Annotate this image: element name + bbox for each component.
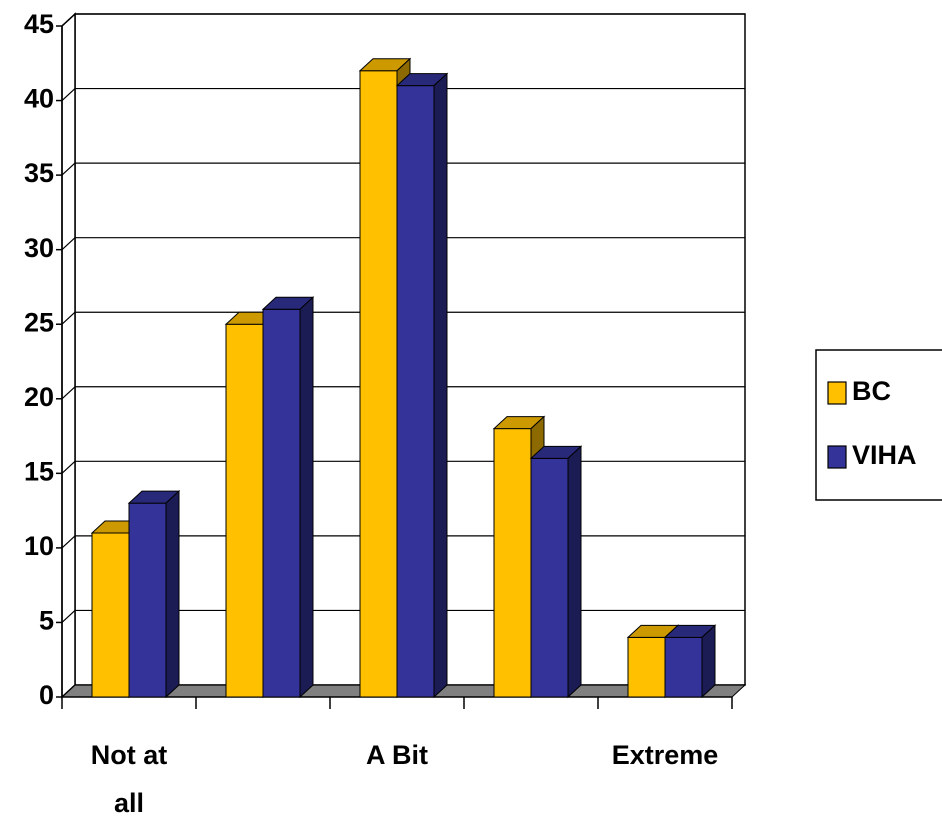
grid-line-side — [61, 610, 76, 623]
y-tick-label: 30 — [24, 233, 54, 263]
legend-swatch — [827, 381, 847, 405]
bar-front — [530, 457, 569, 698]
legend: BC VIHA — [815, 349, 942, 501]
legend-box — [815, 349, 942, 501]
bar-front — [225, 323, 264, 698]
bar-side — [299, 296, 314, 699]
side-wall — [61, 12, 76, 699]
bar-front — [262, 308, 301, 698]
bar-side — [433, 72, 448, 699]
grid-line-side — [61, 88, 76, 101]
y-tick-label: 5 — [39, 606, 54, 636]
bar-side — [701, 624, 716, 699]
grid-line-side — [61, 684, 76, 698]
grid-line-side — [61, 237, 76, 251]
bar-front — [664, 636, 703, 698]
bar-side — [165, 490, 180, 699]
y-tick-label: 20 — [24, 382, 54, 412]
bar-front — [91, 532, 130, 698]
y-tick-label: 15 — [24, 456, 54, 486]
y-tick-label: 25 — [24, 307, 54, 337]
grid-line-side — [61, 311, 76, 325]
bar — [529, 445, 583, 699]
y-tick-label: 10 — [24, 531, 54, 561]
grid-line-side — [61, 535, 76, 549]
x-tick-label: Not at all — [90, 740, 168, 818]
bar — [395, 72, 449, 699]
y-tick-label: 35 — [24, 158, 54, 188]
bar-front — [396, 85, 435, 698]
grid-line-side — [61, 162, 76, 176]
x-tick-label: A Bit — [366, 740, 428, 770]
bar-front — [128, 502, 167, 698]
bar — [663, 624, 717, 699]
grid-line-side — [61, 386, 76, 400]
y-tick-label: 45 — [24, 9, 54, 39]
grid-line-side — [61, 460, 76, 474]
legend-swatch — [827, 445, 847, 469]
bar — [261, 296, 315, 699]
x-tick-label: Extreme — [611, 740, 719, 770]
grid-line-side — [61, 13, 76, 27]
bar-front — [627, 636, 666, 698]
y-tick-label: 0 — [39, 680, 54, 710]
legend-label: BC — [852, 376, 891, 406]
bar-front — [493, 428, 532, 698]
legend-label: VIHA — [852, 440, 917, 470]
bar-side — [567, 445, 582, 699]
bar-front — [359, 70, 398, 698]
y-tick-label: 40 — [24, 84, 54, 114]
bar — [127, 490, 181, 699]
